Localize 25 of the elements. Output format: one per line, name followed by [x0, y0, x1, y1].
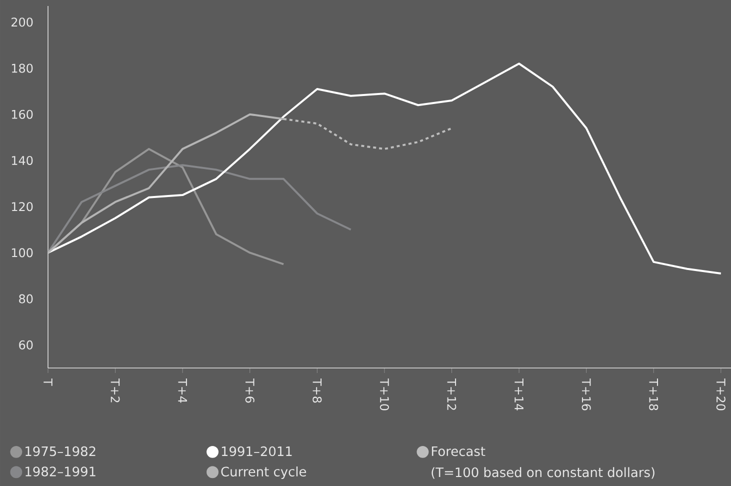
y-tick-label: 140 [12, 156, 33, 165]
y-tick-label: 100 [12, 248, 33, 258]
x-tick-label: T+12 [447, 378, 456, 410]
y-tick-label: 180 [12, 64, 33, 73]
y-tick-label: 200 [12, 18, 33, 27]
legend-label: 1982–1991 [26, 466, 96, 476]
x-tick-label: T+8 [312, 378, 322, 403]
y-tick-label: 120 [12, 202, 33, 212]
x-tick-label: T+10 [380, 378, 389, 410]
x-tick-label: T+18 [649, 378, 658, 410]
legend-label: Current cycle [221, 466, 306, 479]
legend-label: 1975–1982 [26, 446, 96, 456]
x-tick-label: T+20 [716, 378, 726, 410]
x-tick-label: T+16 [582, 378, 591, 410]
x-tick-label: T+14 [514, 378, 524, 410]
y-tick-label: 160 [12, 110, 33, 119]
x-tick-label: T+6 [245, 378, 254, 403]
legend-label: 1991–2011 [222, 446, 292, 456]
legend-label: Forecast [432, 446, 486, 456]
x-tick-label: T+2 [110, 378, 120, 402]
x-tick-label: T [44, 378, 52, 386]
x-tick-label: T+4 [178, 378, 187, 403]
text: (T=100 based on constant dollars) [432, 467, 654, 479]
y-tick-label: 60 [19, 340, 33, 350]
y-tick-label: 80 [19, 294, 33, 304]
